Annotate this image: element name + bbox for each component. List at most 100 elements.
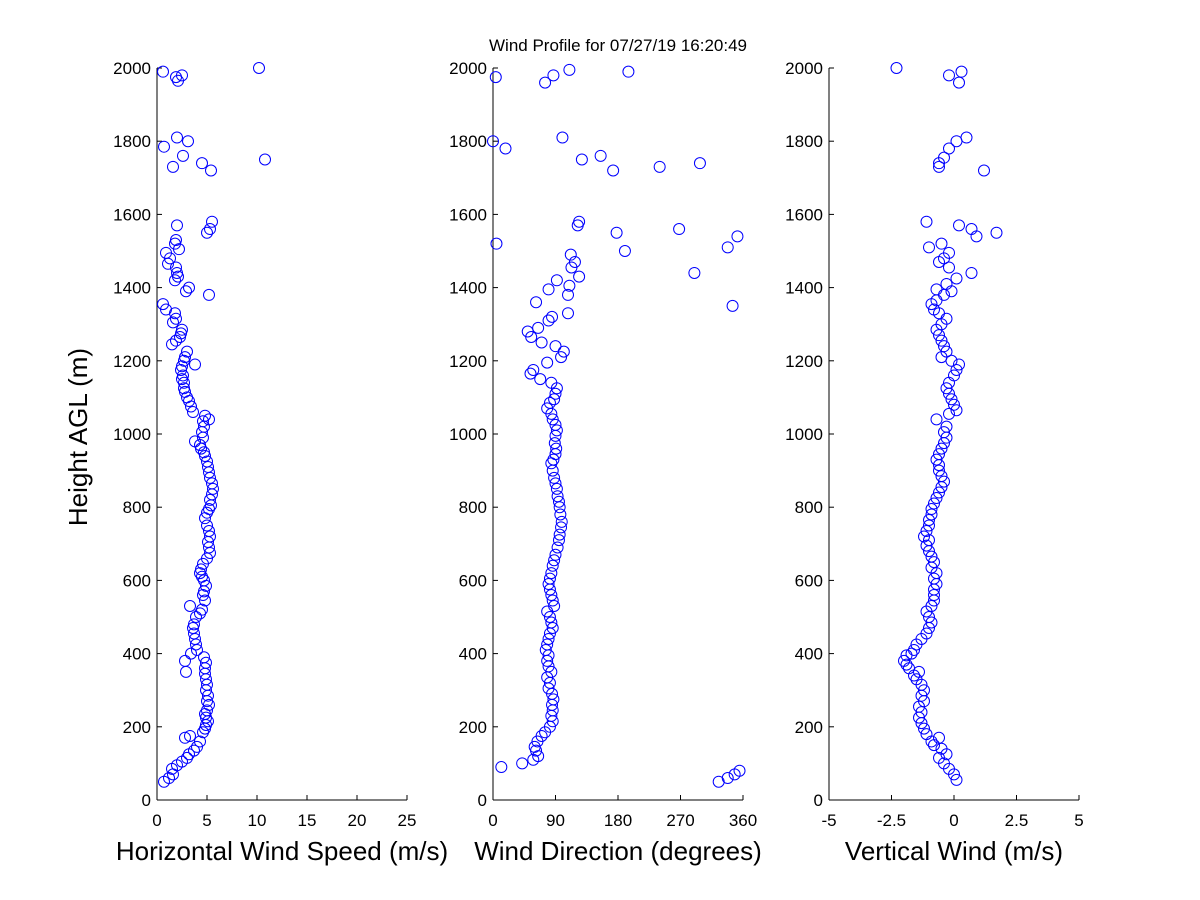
data-point [176, 323, 188, 336]
data-point [205, 164, 217, 177]
data-point [543, 396, 556, 409]
data-point [253, 62, 265, 74]
data-point [943, 261, 955, 274]
data-point [188, 744, 200, 757]
data-point [546, 310, 559, 323]
data-point [575, 153, 588, 166]
data-point [171, 219, 183, 232]
data-point [199, 594, 211, 607]
x-tick-label: 25 [398, 811, 417, 830]
data-point [201, 455, 213, 468]
data-point [160, 303, 172, 316]
data-point [546, 413, 559, 426]
data-point [202, 460, 214, 473]
x-tick-label: 0 [152, 811, 161, 830]
y-tick-label: 1000 [449, 425, 487, 444]
y-tick-label: 200 [459, 718, 487, 737]
x-tick-label: 15 [298, 811, 317, 830]
y-tick-label: 600 [123, 571, 151, 590]
data-point [557, 345, 570, 358]
data-point [938, 151, 950, 164]
data-point [563, 279, 576, 292]
data-point [201, 519, 213, 532]
data-point [918, 684, 930, 697]
data-point [545, 616, 558, 629]
data-point [555, 351, 568, 364]
data-point [179, 731, 191, 744]
data-point [163, 772, 175, 785]
data-point [189, 358, 201, 371]
data-point [176, 360, 188, 373]
data-point [905, 647, 918, 660]
y-tick-label: 1600 [449, 205, 487, 224]
data-point [607, 164, 620, 177]
data-point [622, 65, 635, 78]
data-point [178, 382, 190, 395]
x-axis-label: Horizontal Wind Speed (m/s) [116, 836, 448, 866]
y-tick-label: 1400 [113, 279, 151, 298]
data-point [547, 453, 560, 466]
data-point [528, 740, 541, 753]
data-point [933, 464, 945, 477]
data-point [191, 740, 203, 753]
y-tick-label: 400 [123, 645, 151, 664]
y-tick-label: 0 [814, 791, 823, 810]
y-tick-label: 200 [795, 718, 823, 737]
data-point [721, 241, 734, 254]
data-point [693, 157, 706, 170]
data-point [200, 656, 212, 669]
data-point [184, 729, 196, 742]
panel-1: 0 200 400 600 800 1000 1200 1400 1600 1800 2000 0 5 1… [113, 59, 448, 866]
x-tick-label: -5 [821, 811, 836, 830]
data-point [207, 482, 219, 495]
data-point [573, 270, 586, 283]
data-point [198, 446, 210, 459]
x-tick-label: 180 [604, 811, 632, 830]
data-point [898, 654, 910, 667]
data-point [259, 153, 271, 166]
data-point [610, 226, 623, 239]
data-point [196, 157, 208, 170]
panel-2: 0 200 400 600 800 1000 1200 1400 1600 1800 2000 0 90… [449, 59, 762, 866]
data-point [543, 611, 556, 623]
data-point [190, 611, 202, 623]
data-point [925, 550, 938, 563]
data-point [925, 616, 938, 629]
data-point [943, 142, 955, 155]
data-point [495, 761, 508, 774]
data-point [950, 773, 963, 786]
data-point [563, 63, 576, 76]
data-point [923, 611, 935, 623]
data-point [549, 548, 562, 561]
data-point [555, 515, 568, 528]
data-point [930, 413, 943, 426]
data-point [548, 554, 561, 567]
data-point [549, 477, 562, 490]
data-point [167, 160, 179, 173]
data-point [653, 160, 666, 173]
x-axis-label: Wind Direction (degrees) [474, 836, 762, 866]
data-point [170, 261, 182, 274]
data-point [542, 314, 555, 327]
data-point [542, 283, 555, 296]
data-point [935, 237, 948, 250]
data-point [562, 288, 574, 301]
data-point [171, 266, 183, 279]
y-tick-label: 1400 [785, 279, 823, 298]
data-point [182, 135, 194, 148]
data-point [184, 600, 196, 613]
data-point [933, 731, 945, 744]
x-tick-label: 270 [666, 811, 694, 830]
data-point [933, 448, 945, 461]
data-point [568, 255, 581, 268]
data-point [923, 519, 935, 532]
data-point [548, 600, 561, 613]
x-tick-label: 0 [949, 811, 958, 830]
data-point [179, 351, 191, 364]
data-point [573, 215, 586, 228]
data-point [960, 131, 973, 144]
data-point [547, 693, 560, 706]
data-point [594, 149, 607, 162]
